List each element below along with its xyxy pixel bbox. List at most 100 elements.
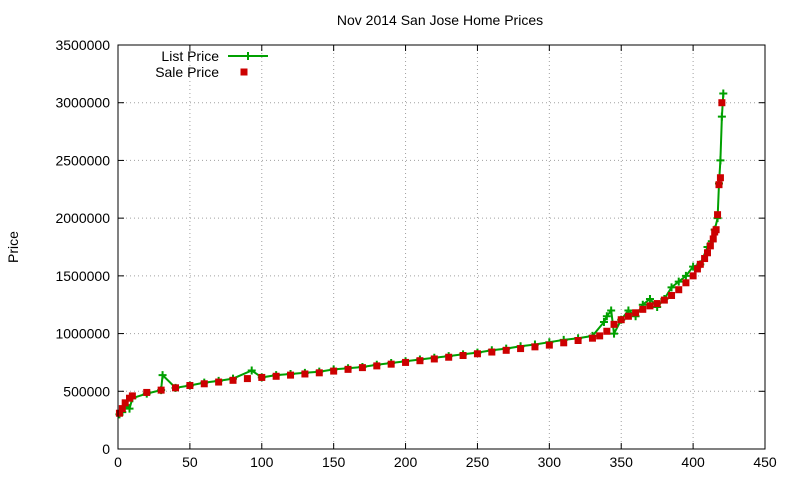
sale-price-point xyxy=(517,345,525,353)
x-tick-label: 350 xyxy=(610,454,634,470)
sale-price-point xyxy=(646,302,654,310)
legend-swatch-sale-price xyxy=(240,68,248,76)
x-tick-label: 100 xyxy=(250,454,274,470)
legend-label-sale-price: Sale Price xyxy=(155,64,219,80)
list-price-point xyxy=(125,404,134,413)
sale-price-point xyxy=(373,362,381,370)
sale-price-point xyxy=(118,405,126,413)
list-price-point xyxy=(719,89,728,98)
list-price-point xyxy=(645,294,654,303)
list-price-point xyxy=(681,271,690,280)
sale-price-point xyxy=(588,334,596,342)
sale-price-point xyxy=(330,367,338,375)
sale-price-point xyxy=(596,332,604,340)
sale-price-point xyxy=(121,399,129,407)
sale-price-point xyxy=(115,409,123,417)
sale-price-point xyxy=(574,336,582,344)
sale-price-point xyxy=(315,369,323,377)
sale-price-point xyxy=(272,372,280,380)
sale-price-point xyxy=(675,286,683,294)
sale-price-point xyxy=(344,365,352,373)
sale-price-point xyxy=(689,272,697,280)
sale-price-point xyxy=(718,99,726,107)
x-tick-label: 0 xyxy=(114,454,122,470)
sale-price-point xyxy=(712,226,720,234)
legend-label-list-price: List Price xyxy=(161,48,219,64)
sale-price-point xyxy=(301,370,309,378)
y-tick-label: 1000000 xyxy=(55,326,110,342)
list-price-point xyxy=(247,366,256,375)
sale-price-point xyxy=(610,320,618,328)
y-tick-label: 3000000 xyxy=(55,95,110,111)
y-tick-label: 500000 xyxy=(63,383,110,399)
x-tick-label: 250 xyxy=(466,454,490,470)
sale-price-point xyxy=(502,346,510,354)
sale-price-point xyxy=(624,312,632,320)
sale-price-point xyxy=(459,352,467,360)
sale-price-point xyxy=(716,174,724,182)
list-price-point xyxy=(610,329,619,338)
sale-price-point xyxy=(445,353,453,361)
axis-ticks: 0 50 100 150 200 250 300 350 400 450 0 500000 100000… xyxy=(55,37,776,470)
y-tick-label: 0 xyxy=(102,441,110,457)
x-tick-label: 300 xyxy=(538,454,562,470)
series-layer xyxy=(115,89,728,419)
sale-price-point xyxy=(660,296,668,304)
sale-price-point xyxy=(706,242,714,250)
sale-price-point xyxy=(696,260,704,268)
sale-price-point xyxy=(128,392,136,400)
sale-price-point xyxy=(215,378,223,386)
sale-price-point xyxy=(200,380,208,388)
x-tick-label: 50 xyxy=(182,454,198,470)
sale-price-point xyxy=(258,373,266,381)
sale-price-point xyxy=(186,382,194,390)
legend: List Price Sale Price xyxy=(155,48,268,80)
y-tick-label: 2500000 xyxy=(55,152,110,168)
x-tick-label: 450 xyxy=(753,454,777,470)
sale-price-point xyxy=(703,249,711,257)
sale-price-point xyxy=(358,364,366,372)
list-price-point xyxy=(607,306,616,315)
sale-price-point xyxy=(430,355,438,363)
sale-price-point xyxy=(387,360,395,368)
x-tick-label: 200 xyxy=(394,454,418,470)
y-axis-label: Price xyxy=(5,231,21,263)
list-price-point xyxy=(158,371,167,380)
sale-price-point xyxy=(560,339,568,347)
plot-frame xyxy=(117,44,766,450)
sale-price-point xyxy=(416,357,424,365)
sale-price-point xyxy=(531,343,539,351)
sale-price-point xyxy=(229,376,237,384)
sale-price-point xyxy=(714,211,722,219)
sale-price-point xyxy=(143,388,151,396)
sale-price-point xyxy=(682,279,690,287)
sale-price-point xyxy=(653,300,661,308)
sale-price-point xyxy=(617,316,625,324)
sale-price-point xyxy=(488,348,496,356)
sale-price-point xyxy=(243,375,251,383)
sale-price-point xyxy=(668,291,676,299)
sale-price-point xyxy=(701,255,709,263)
sale-price-point xyxy=(172,384,180,392)
list-price-point xyxy=(599,318,608,327)
sale-price-point xyxy=(709,235,717,243)
list-price-point xyxy=(602,312,611,321)
sale-price-point xyxy=(715,181,723,189)
x-tick-label: 150 xyxy=(322,454,346,470)
legend-swatch-list-price-marker xyxy=(244,52,252,60)
list-price-point xyxy=(674,277,683,286)
sale-price-point xyxy=(287,371,295,379)
sale-price-point xyxy=(545,341,553,349)
list-price-point xyxy=(667,283,676,292)
sale-price-point xyxy=(157,386,165,394)
y-tick-label: 1500000 xyxy=(55,268,110,284)
y-tick-label: 2000000 xyxy=(55,210,110,226)
sale-price-point xyxy=(632,309,640,317)
chart-title: Nov 2014 San Jose Home Prices xyxy=(337,12,543,28)
sale-price-point xyxy=(639,305,647,313)
sale-price-point xyxy=(402,358,410,366)
x-tick-label: 400 xyxy=(681,454,705,470)
sale-price-point xyxy=(473,350,481,358)
sale-price-point xyxy=(603,327,611,335)
